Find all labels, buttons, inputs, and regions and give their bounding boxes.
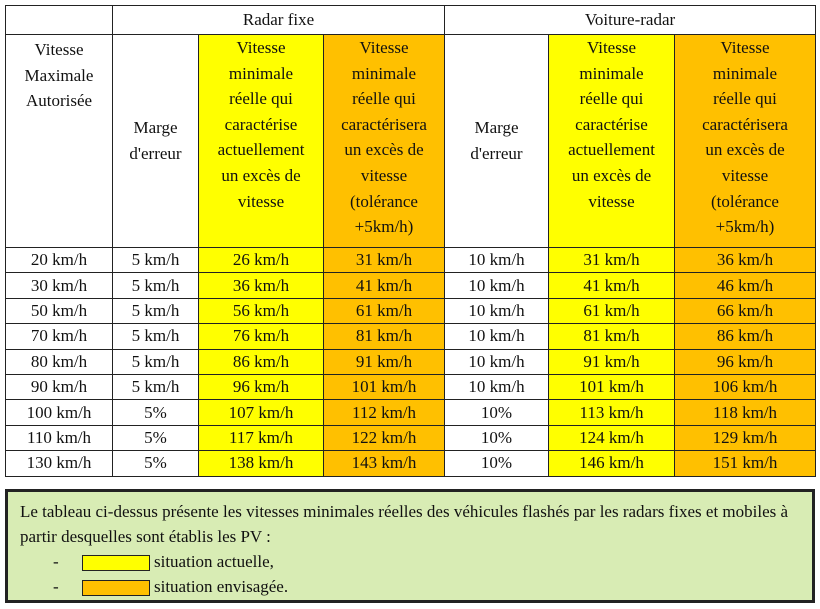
fixed-proposed-cell: 31 km/h bbox=[323, 246, 445, 274]
header-mobile-current: Vitesse minimale réelle qui caractérise actu… bbox=[548, 34, 675, 248]
table-row: 70 km/h 5 km/h 76 km/h 81 km/h 10 km/h 81 km/… bbox=[5, 323, 816, 350]
table-row: 130 km/h 5% 138 km/h 143 km/h 10% 146 km/h 151… bbox=[5, 450, 816, 477]
mobile-proposed-cell: 86 km/h bbox=[674, 323, 816, 350]
fixed-current-cell: 56 km/h bbox=[198, 297, 324, 325]
fixed-margin-cell: 5 km/h bbox=[112, 297, 199, 325]
fixed-proposed-cell: 122 km/h bbox=[323, 424, 445, 452]
fixed-proposed-cell: 91 km/h bbox=[323, 348, 445, 375]
table-row: 100 km/h 5% 107 km/h 112 km/h 10% 113 km/h 118… bbox=[5, 399, 816, 426]
mobile-current-cell: 61 km/h bbox=[548, 297, 675, 325]
mobile-proposed-cell: 96 km/h bbox=[674, 348, 816, 375]
limit-cell: 80 km/h bbox=[5, 348, 113, 375]
table-row: 90 km/h 5 km/h 96 km/h 101 km/h 10 km/h 101 k… bbox=[5, 373, 816, 401]
fixed-current-cell: 86 km/h bbox=[198, 348, 324, 375]
header-mobile-margin: Marge d'erreur bbox=[444, 34, 549, 248]
fixed-current-cell: 36 km/h bbox=[198, 272, 324, 299]
table-row: 110 km/h 5% 117 km/h 122 km/h 10% 124 km/h 129… bbox=[5, 424, 816, 452]
fixed-current-cell: 26 km/h bbox=[198, 246, 324, 274]
mobile-margin-cell: 10 km/h bbox=[444, 272, 549, 299]
mobile-margin-cell: 10% bbox=[444, 399, 549, 426]
header-fixed-current: Vitesse minimale réelle qui caractérise actu… bbox=[198, 34, 324, 248]
limit-cell: 90 km/h bbox=[5, 373, 113, 401]
fixed-current-cell: 96 km/h bbox=[198, 373, 324, 401]
legend-dash: - bbox=[53, 577, 59, 596]
mobile-current-cell: 113 km/h bbox=[548, 399, 675, 426]
header-fixed-proposed: Vitesse minimale réelle qui caractérisera un… bbox=[323, 34, 445, 248]
mobile-margin-cell: 10 km/h bbox=[444, 323, 549, 350]
fixed-margin-cell: 5% bbox=[112, 424, 199, 452]
note-box: Le tableau ci-dessus présente les vitess… bbox=[5, 489, 815, 603]
mobile-margin-cell: 10 km/h bbox=[444, 373, 549, 401]
mobile-proposed-cell: 106 km/h bbox=[674, 373, 816, 401]
fixed-proposed-cell: 101 km/h bbox=[323, 373, 445, 401]
mobile-proposed-cell: 118 km/h bbox=[674, 399, 816, 426]
table-row: 80 km/h 5 km/h 86 km/h 91 km/h 10 km/h 91 km/… bbox=[5, 348, 816, 375]
page: Radar fixe Voiture-radar Vitesse Maximale… bbox=[5, 5, 816, 603]
mobile-proposed-cell: 46 km/h bbox=[674, 272, 816, 299]
table-row: 30 km/h 5 km/h 36 km/h 41 km/h 10 km/h 41 km/… bbox=[5, 272, 816, 299]
radar-speed-table: Radar fixe Voiture-radar Vitesse Maximale… bbox=[5, 5, 816, 477]
note-text: Le tableau ci-dessus présente les vitess… bbox=[20, 502, 789, 546]
header-mobile-proposed: Vitesse minimale réelle qui caractérisera un… bbox=[674, 34, 816, 248]
limit-cell: 70 km/h bbox=[5, 323, 113, 350]
fixed-margin-cell: 5% bbox=[112, 399, 199, 426]
fixed-proposed-cell: 143 km/h bbox=[323, 450, 445, 477]
limit-cell: 110 km/h bbox=[5, 424, 113, 452]
mobile-current-cell: 81 km/h bbox=[548, 323, 675, 350]
fixed-proposed-cell: 112 km/h bbox=[323, 399, 445, 426]
mobile-current-cell: 101 km/h bbox=[548, 373, 675, 401]
group-header-mobile: Voiture-radar bbox=[444, 5, 816, 35]
limit-cell: 30 km/h bbox=[5, 272, 113, 299]
legend-swatch-yellow bbox=[82, 554, 150, 571]
fixed-margin-cell: 5 km/h bbox=[112, 246, 199, 274]
table-row: 20 km/h 5 km/h 26 km/h 31 km/h 10 km/h 31 km/… bbox=[5, 246, 816, 274]
corner-cell bbox=[5, 5, 113, 35]
mobile-proposed-cell: 36 km/h bbox=[674, 246, 816, 274]
fixed-current-cell: 117 km/h bbox=[198, 424, 324, 452]
fixed-proposed-cell: 41 km/h bbox=[323, 272, 445, 299]
mobile-margin-cell: 10 km/h bbox=[444, 348, 549, 375]
fixed-proposed-cell: 61 km/h bbox=[323, 297, 445, 325]
mobile-current-cell: 146 km/h bbox=[548, 450, 675, 477]
fixed-current-cell: 107 km/h bbox=[198, 399, 324, 426]
mobile-current-cell: 91 km/h bbox=[548, 348, 675, 375]
fixed-margin-cell: 5 km/h bbox=[112, 323, 199, 350]
table-body: 20 km/h 5 km/h 26 km/h 31 km/h 10 km/h 31 km/… bbox=[5, 246, 816, 477]
fixed-current-cell: 76 km/h bbox=[198, 323, 324, 350]
legend-swatch-orange bbox=[82, 579, 150, 596]
mobile-current-cell: 41 km/h bbox=[548, 272, 675, 299]
mobile-margin-cell: 10 km/h bbox=[444, 246, 549, 274]
mobile-margin-cell: 10% bbox=[444, 424, 549, 452]
table-row: 50 km/h 5 km/h 56 km/h 61 km/h 10 km/h 61 km/… bbox=[5, 297, 816, 325]
group-header-fixed: Radar fixe bbox=[112, 5, 445, 35]
mobile-margin-cell: 10 km/h bbox=[444, 297, 549, 325]
header-fixed-margin: Marge d'erreur bbox=[112, 34, 199, 248]
legend-dash: - bbox=[53, 552, 59, 571]
mobile-margin-cell: 10% bbox=[444, 450, 549, 477]
fixed-proposed-cell: 81 km/h bbox=[323, 323, 445, 350]
mobile-proposed-cell: 66 km/h bbox=[674, 297, 816, 325]
fixed-margin-cell: 5 km/h bbox=[112, 348, 199, 375]
limit-cell: 130 km/h bbox=[5, 450, 113, 477]
mobile-proposed-cell: 151 km/h bbox=[674, 450, 816, 477]
mobile-proposed-cell: 129 km/h bbox=[674, 424, 816, 452]
limit-cell: 50 km/h bbox=[5, 297, 113, 325]
legend-item-current: - situation actuelle, bbox=[20, 549, 802, 574]
legend-label: situation envisagée. bbox=[154, 577, 289, 596]
fixed-margin-cell: 5% bbox=[112, 450, 199, 477]
legend-label: situation actuelle, bbox=[154, 552, 274, 571]
header-speed-limit: Vitesse Maximale Autorisée bbox=[5, 34, 113, 248]
mobile-current-cell: 31 km/h bbox=[548, 246, 675, 274]
limit-cell: 100 km/h bbox=[5, 399, 113, 426]
fixed-current-cell: 138 km/h bbox=[198, 450, 324, 477]
fixed-margin-cell: 5 km/h bbox=[112, 272, 199, 299]
limit-cell: 20 km/h bbox=[5, 246, 113, 274]
fixed-margin-cell: 5 km/h bbox=[112, 373, 199, 401]
legend-item-proposed: - situation envisagée. bbox=[20, 574, 802, 599]
mobile-current-cell: 124 km/h bbox=[548, 424, 675, 452]
